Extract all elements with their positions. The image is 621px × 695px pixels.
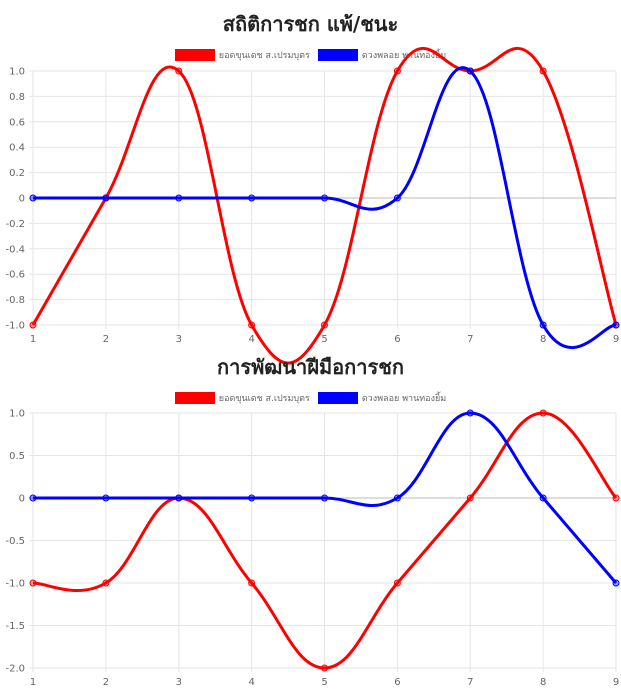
data-point: [467, 495, 473, 501]
y-tick-label: -0.6: [5, 270, 25, 281]
data-point: [103, 580, 109, 586]
chart-plot-area: 1 2 3 4 5 6 7 8 9 1.0 0.5 0 -0.5 -1.0 -1.5 -2.0: [0, 345, 621, 695]
y-tick-label: 0.6: [9, 117, 25, 128]
x-tick-label: 8: [540, 677, 546, 688]
y-tick-label: 0: [19, 494, 25, 505]
data-point: [467, 68, 473, 74]
data-point: [103, 495, 109, 501]
data-point: [613, 322, 619, 328]
y-tick-label: 1.0: [9, 409, 25, 420]
y-tick-label: 0.4: [9, 143, 25, 154]
y-tick-label: 0.5: [9, 451, 25, 462]
x-tick-label: 9: [613, 677, 619, 688]
data-point: [249, 322, 255, 328]
data-point: [322, 322, 328, 328]
x-tick-label: 2: [103, 334, 109, 345]
x-tick-label: 5: [321, 677, 327, 688]
y-tick-label: -2.0: [5, 664, 25, 675]
x-tick-label: 7: [467, 677, 473, 688]
y-tick-label: 0.8: [9, 92, 25, 103]
data-point: [30, 195, 36, 201]
x-tick-label: 5: [321, 334, 327, 345]
y-tick-label: 0.2: [9, 168, 25, 179]
y-tick-label: -1.0: [5, 579, 25, 590]
data-point: [540, 322, 546, 328]
data-point: [30, 322, 36, 328]
data-point: [176, 195, 182, 201]
chart-plot-area: 1 2 3 4 5 6 7 8 9 1.0 0.8 0.6 0.4 0.2 0 -0.2 -0.4 -0.6 -0.…: [0, 0, 621, 350]
data-point: [467, 410, 473, 416]
y-tick-label: 1.0: [9, 67, 25, 78]
data-point: [322, 195, 328, 201]
y-tick-label: -1.0: [5, 321, 25, 332]
data-point: [394, 195, 400, 201]
data-point: [613, 495, 619, 501]
y-tick-label: -0.8: [5, 295, 25, 306]
y-tick-label: -0.5: [5, 536, 25, 547]
x-tick-label: 1: [30, 334, 36, 345]
x-tick-label: 9: [613, 334, 619, 345]
x-tick-label: 7: [467, 334, 473, 345]
y-tick-label: -0.2: [5, 219, 25, 230]
data-point: [176, 68, 182, 74]
y-tick-label: -1.5: [5, 621, 25, 632]
x-tick-label: 3: [176, 677, 182, 688]
x-tick-label: 1: [30, 677, 36, 688]
x-tick-label: 6: [394, 677, 400, 688]
data-point: [176, 495, 182, 501]
x-tick-label: 8: [540, 334, 546, 345]
data-point: [540, 410, 546, 416]
data-point: [540, 68, 546, 74]
data-point: [249, 495, 255, 501]
x-tick-label: 2: [103, 677, 109, 688]
x-tick-label: 4: [248, 677, 254, 688]
data-point: [540, 495, 546, 501]
x-tick-label: 4: [248, 334, 254, 345]
data-point: [30, 495, 36, 501]
data-point: [322, 665, 328, 671]
x-tick-label: 6: [394, 334, 400, 345]
data-point: [103, 195, 109, 201]
data-point: [249, 580, 255, 586]
data-point: [394, 68, 400, 74]
data-point: [394, 580, 400, 586]
x-tick-label: 3: [176, 334, 182, 345]
y-tick-label: 0: [19, 194, 25, 205]
data-point: [249, 195, 255, 201]
data-point: [613, 580, 619, 586]
data-point: [394, 495, 400, 501]
data-point: [30, 580, 36, 586]
y-tick-label: -0.4: [5, 244, 25, 255]
data-point: [322, 495, 328, 501]
